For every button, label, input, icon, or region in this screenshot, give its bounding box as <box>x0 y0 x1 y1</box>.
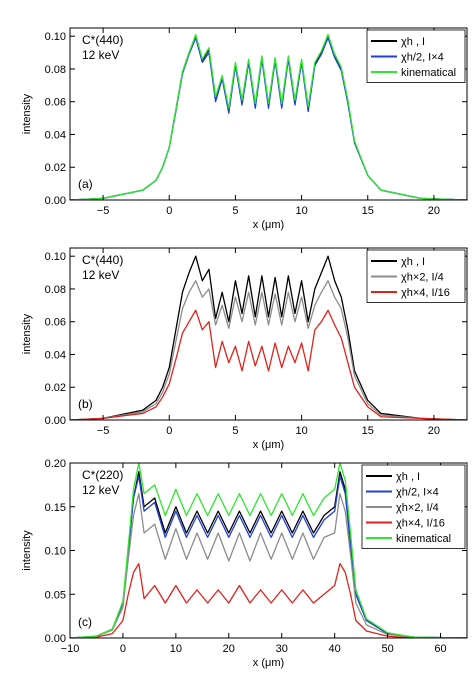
series-line-3 <box>70 309 467 420</box>
x-tick-label: 15 <box>362 205 374 217</box>
x-tick-label: 10 <box>295 205 307 217</box>
panel-annotation: 12 keV <box>82 268 119 282</box>
x-tick-label: 0 <box>166 205 172 217</box>
legend-label: χh×4, I/16 <box>396 518 445 530</box>
y-tick-label: 0.02 <box>45 382 66 394</box>
x-tick-label: 20 <box>223 643 235 655</box>
x-tick-label: −10 <box>61 643 80 655</box>
x-axis-label: x (μm) <box>253 219 284 231</box>
panel-annotation: C*(440) <box>82 33 123 47</box>
y-axis-label: intensity <box>21 530 33 571</box>
y-tick-label: 0.08 <box>45 64 66 76</box>
legend-label: χh×4, I/16 <box>401 287 450 299</box>
y-axis-label: intensity <box>21 93 33 134</box>
panel-b: −5 0 5 10 15 20 0.00 0.02 0.04 0.06 0.08 0.10 x (μm)… <box>21 247 468 451</box>
legend-label: χh , I <box>401 256 425 268</box>
x-tick-label: 15 <box>362 425 374 437</box>
x-tick-label: 30 <box>276 643 288 655</box>
panel-annotation: C*(220) <box>82 468 123 482</box>
y-tick-label: 0.00 <box>45 415 66 427</box>
x-tick-label: −5 <box>97 425 110 437</box>
y-tick-label: 0.00 <box>45 633 66 645</box>
panel-annotation: 12 keV <box>82 48 119 62</box>
y-tick-label: 0.04 <box>45 349 66 361</box>
x-axis-label: x (μm) <box>253 439 284 451</box>
y-tick-label: 0.00 <box>45 195 66 207</box>
x-tick-label: 0 <box>120 643 126 655</box>
y-tick-label: 0.20 <box>45 458 66 470</box>
y-tick-label: 0.06 <box>45 97 66 109</box>
x-tick-label: 60 <box>434 643 446 655</box>
x-tick-label: 5 <box>232 205 238 217</box>
x-tick-label: 40 <box>329 643 341 655</box>
y-tick-label: 0.10 <box>45 31 66 43</box>
y-tick-label: 0.06 <box>45 317 66 329</box>
x-tick-label: 20 <box>428 425 440 437</box>
series-line-3 <box>70 492 467 638</box>
series-line-3 <box>70 33 467 200</box>
series-line-1 <box>70 255 467 420</box>
y-tick-label: 0.10 <box>45 546 66 558</box>
legend-label: χh , I <box>396 471 420 483</box>
panel-label: (a) <box>78 177 93 191</box>
panel-annotation: C*(440) <box>82 253 123 267</box>
y-tick-label: 0.10 <box>45 251 66 263</box>
panel-c: −10 0 10 20 30 40 50 60 0.00 0.05 0.10 0.15 0.20 x (μ… <box>21 458 468 669</box>
series-line-4 <box>70 562 467 638</box>
plot-frame <box>69 27 468 201</box>
y-tick-label: 0.05 <box>45 589 66 601</box>
legend: χh , I χh/2, I×4 χh×2, I/4 χh×4, I/16 kinema… <box>361 464 466 549</box>
y-axis-label: intensity <box>21 313 33 354</box>
x-axis-label: x (μm) <box>253 657 284 669</box>
series-line-2 <box>70 280 467 420</box>
panel-label: (c) <box>78 615 92 629</box>
panel-label: (b) <box>78 397 93 411</box>
series-line-5 <box>70 463 467 638</box>
panel-annotation: 12 keV <box>82 483 119 497</box>
x-tick-label: 50 <box>381 643 393 655</box>
legend-label: χh×2, I/4 <box>401 272 444 284</box>
y-tick-label: 0.15 <box>45 502 66 514</box>
y-tick-label: 0.04 <box>45 129 66 141</box>
x-tick-label: 10 <box>295 425 307 437</box>
panel-a: −5 0 5 10 15 20 0.00 0.02 0.04 0.06 0.08 0.10 x (μm)… <box>21 27 468 231</box>
legend: χh , I χh/2, I×4 kinematical <box>366 29 466 83</box>
x-tick-label: 0 <box>166 425 172 437</box>
legend-label: χh , I <box>401 36 425 48</box>
plot-frame <box>69 247 468 421</box>
legend-label: χh/2, I×4 <box>401 52 444 64</box>
legend-label: kinematical <box>396 533 451 545</box>
legend: χh , I χh×2, I/4 χh×4, I/16 <box>366 249 466 303</box>
x-tick-label: 10 <box>170 643 182 655</box>
x-tick-label: 5 <box>232 425 238 437</box>
legend-label: kinematical <box>401 67 456 79</box>
x-tick-label: 20 <box>428 205 440 217</box>
legend-label: χh×2, I/4 <box>396 502 439 514</box>
x-tick-label: −5 <box>97 205 110 217</box>
legend-label: χh/2, I×4 <box>396 487 439 499</box>
y-tick-label: 0.02 <box>45 162 66 174</box>
y-tick-label: 0.08 <box>45 284 66 296</box>
series-line-2 <box>70 475 467 638</box>
